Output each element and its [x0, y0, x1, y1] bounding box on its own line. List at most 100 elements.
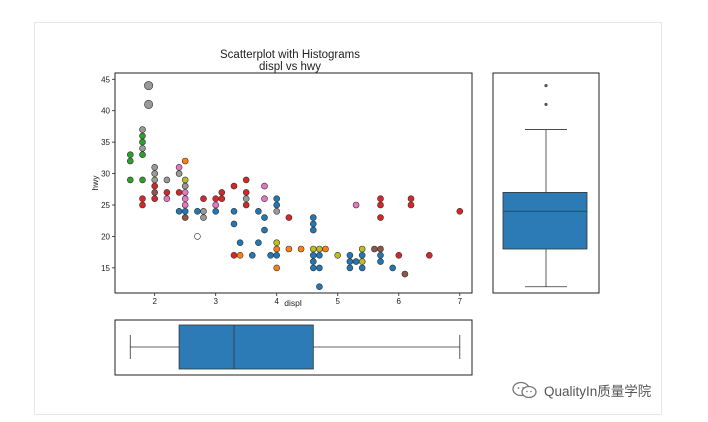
y-tick-labels: 15 20 25 30 35 40 45 [101, 75, 115, 273]
scatter-point [346, 258, 354, 265]
scatter-point [316, 252, 323, 259]
displ-boxplot-frame [114, 319, 473, 376]
scatter-point [273, 208, 281, 215]
scatter-point [200, 214, 207, 221]
y-tick-label: 40 [101, 107, 110, 116]
scatter-point [163, 176, 171, 184]
x-tick-labels: 2 3 4 5 6 7 [152, 293, 463, 306]
scatter-point [377, 245, 384, 253]
scatter-point [371, 245, 378, 253]
scatter-point [285, 214, 293, 221]
scatter-point [151, 170, 158, 177]
scatter-point [255, 208, 262, 215]
scatter-point [358, 252, 366, 259]
x-axis-label: displ [284, 298, 302, 308]
scatter-point [346, 264, 354, 272]
scatter-point [273, 252, 281, 259]
scatter-point [218, 195, 226, 202]
scatter-point [151, 164, 158, 171]
scatter-point [316, 283, 323, 291]
scatter-point [309, 264, 317, 272]
x-tick-label: 6 [397, 297, 402, 306]
scatter-point [407, 195, 415, 202]
scatter-point [194, 208, 201, 215]
scatter-point [175, 189, 183, 196]
y-tick-label: 45 [101, 75, 110, 84]
scatter-point [194, 233, 201, 240]
scatter-point [127, 151, 134, 158]
scatter-point [242, 195, 250, 202]
scatter-point [358, 245, 366, 253]
scatter-point [358, 258, 366, 265]
y-tick-label: 30 [101, 170, 110, 179]
scatter-point [309, 252, 317, 259]
hwy-boxplot-frame [492, 72, 600, 294]
scatter-point [346, 252, 354, 259]
y-tick-label: 25 [101, 201, 110, 210]
scatter-point [212, 195, 219, 202]
scatter-point [267, 252, 274, 259]
scatter-point [151, 176, 158, 184]
scatter-point [151, 182, 158, 190]
scatter-point [212, 208, 219, 215]
scatter-points [127, 81, 464, 291]
scatter-point [377, 252, 384, 259]
scatter-point [236, 239, 244, 246]
scatter-point [377, 258, 384, 265]
scatter-point [139, 138, 146, 146]
scatter-point [261, 195, 268, 202]
scatter-point [139, 151, 146, 158]
hwy-boxplot [502, 83, 588, 288]
scatter-point [407, 201, 415, 209]
scatter-point [249, 252, 256, 259]
scatter-point [181, 189, 189, 196]
scatter-point [218, 189, 226, 196]
scatter-point [230, 182, 238, 190]
scatter-point [127, 176, 134, 184]
scatter-point [163, 195, 171, 202]
scatter-point [377, 214, 384, 221]
scatter-point [377, 195, 384, 202]
scatter-axes-frame [114, 72, 473, 294]
scatter-point [175, 170, 183, 177]
scatter-point [309, 245, 317, 253]
scatter-point [352, 258, 360, 265]
scatter-point [181, 214, 189, 221]
scatter-point [151, 189, 158, 196]
scatter-point [181, 182, 189, 190]
scatter-point [425, 252, 433, 259]
scatter-point [181, 157, 189, 165]
scatter-point [456, 208, 464, 215]
scatter-point [175, 164, 183, 171]
y-tick-label: 15 [101, 264, 110, 273]
scatter-point [144, 99, 154, 109]
scatter-point [273, 239, 281, 246]
displ-boxplot [129, 324, 461, 370]
scatter-point [316, 245, 323, 253]
scatter-point [297, 245, 305, 253]
x-tick-label: 2 [152, 297, 157, 306]
scatter-point [273, 195, 281, 202]
scatter-point [181, 208, 189, 215]
scatter-point [261, 182, 268, 190]
scatter-point [230, 220, 238, 228]
x-tick-label: 3 [213, 297, 218, 306]
scatter-point [273, 264, 281, 272]
scatter-point [389, 264, 397, 272]
scatter-point [316, 264, 323, 272]
scatter-point [139, 195, 146, 202]
y-tick-label: 35 [101, 138, 110, 147]
scatter-point [358, 264, 366, 272]
scatter-point [242, 189, 250, 196]
y-tick-label: 20 [101, 232, 110, 241]
scatter-point [175, 208, 183, 215]
hwy-outlier [544, 83, 548, 88]
x-tick-label: 5 [336, 297, 341, 306]
x-tick-label: 7 [458, 297, 463, 306]
scatter-point [144, 81, 154, 91]
watermark-text: QualityIn质量学院 [544, 384, 652, 399]
scatter-point [285, 245, 293, 253]
scatter-point [334, 252, 342, 259]
scatter-point [139, 201, 146, 209]
